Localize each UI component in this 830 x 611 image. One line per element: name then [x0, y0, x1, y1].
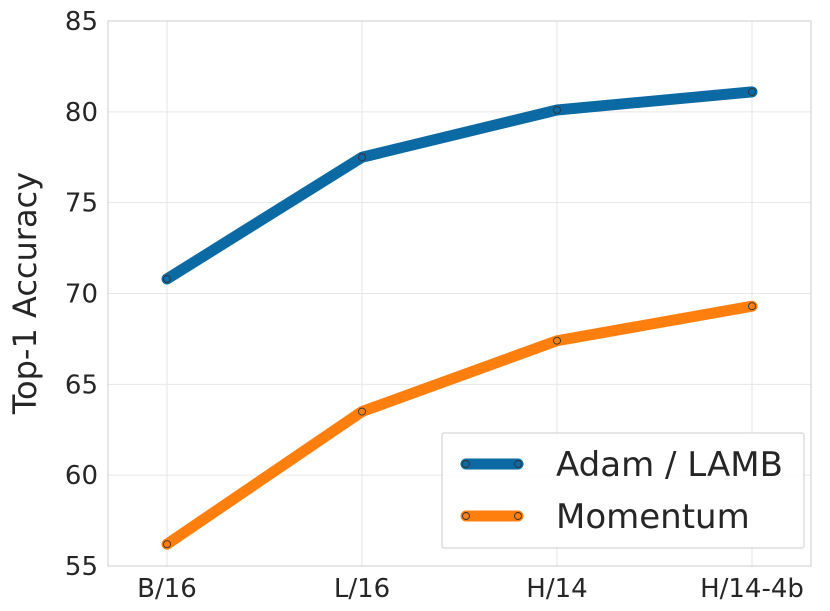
data-point: [163, 540, 171, 549]
x-tick-label: H/14: [526, 574, 587, 604]
y-ticks: 55 60 65 70 75 80 85: [65, 7, 98, 582]
x-tick-label: H/14-4b: [700, 574, 804, 604]
series-line-0: [161, 86, 758, 285]
data-point: [748, 302, 756, 311]
legend-label: Momentum: [556, 497, 750, 537]
series-lines: [161, 86, 758, 550]
legend-marker: [462, 460, 470, 468]
y-tick-label: 65: [65, 370, 98, 400]
legend-label: Adam / LAMB: [556, 445, 783, 485]
data-point: [358, 153, 366, 162]
x-tick-label: L/16: [334, 574, 390, 604]
y-tick-label: 80: [65, 98, 98, 128]
legend-marker: [462, 512, 470, 520]
legend-box: [441, 432, 805, 549]
series-line-1: [161, 300, 758, 550]
data-point: [553, 336, 561, 345]
y-tick-label: 60: [65, 461, 98, 491]
y-tick-label: 55: [65, 552, 98, 582]
legend-marker: [514, 460, 522, 468]
data-point: [358, 407, 366, 416]
plot-frame: [107, 20, 812, 567]
data-point: [163, 275, 171, 283]
x-tick-label: B/16: [137, 574, 197, 604]
legend-marker: [514, 512, 522, 520]
data-point: [748, 87, 756, 96]
data-point: [553, 106, 561, 114]
x-ticks: B/16 L/16 H/14 H/14-4b: [137, 574, 804, 604]
y-axis-label: Top-1 Accuracy: [6, 172, 44, 415]
y-tick-label: 70: [65, 280, 98, 310]
legend: Adam / LAMB Momentum: [441, 432, 805, 549]
y-tick-label: 75: [65, 189, 98, 219]
y-tick-label: 85: [65, 7, 98, 37]
